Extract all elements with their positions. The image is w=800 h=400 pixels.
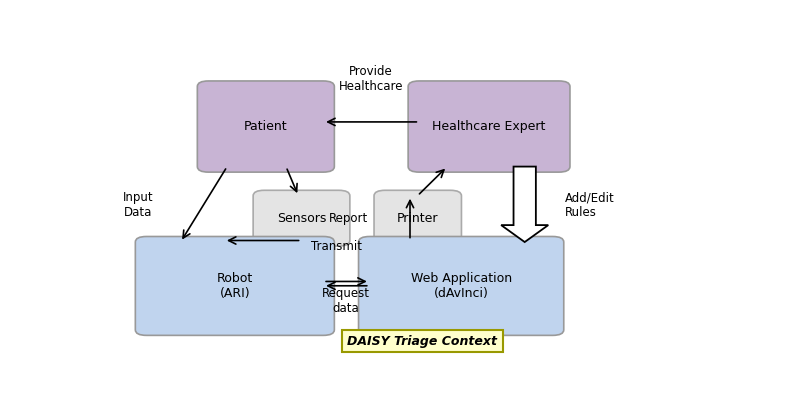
FancyBboxPatch shape: [358, 236, 564, 335]
Text: Patient: Patient: [244, 120, 288, 133]
Text: Provide
Healthcare: Provide Healthcare: [338, 65, 403, 93]
Text: Printer: Printer: [397, 212, 438, 225]
Text: Healthcare Expert: Healthcare Expert: [432, 120, 546, 133]
Text: DAISY Triage Context: DAISY Triage Context: [347, 335, 498, 348]
FancyBboxPatch shape: [135, 236, 334, 335]
Text: Robot
(ARI): Robot (ARI): [217, 272, 253, 300]
Text: Input
Data: Input Data: [123, 191, 154, 219]
FancyBboxPatch shape: [374, 190, 462, 246]
FancyBboxPatch shape: [253, 190, 350, 246]
Text: Add/Edit
Rules: Add/Edit Rules: [565, 191, 614, 219]
FancyBboxPatch shape: [408, 81, 570, 172]
Text: Report: Report: [329, 212, 368, 226]
Polygon shape: [501, 166, 548, 242]
Text: Web Application
(dAvInci): Web Application (dAvInci): [410, 272, 512, 300]
Text: Request
data: Request data: [322, 287, 370, 315]
Text: Sensors: Sensors: [277, 212, 326, 225]
Text: Transmit: Transmit: [310, 240, 362, 253]
FancyBboxPatch shape: [342, 330, 503, 352]
FancyBboxPatch shape: [198, 81, 334, 172]
